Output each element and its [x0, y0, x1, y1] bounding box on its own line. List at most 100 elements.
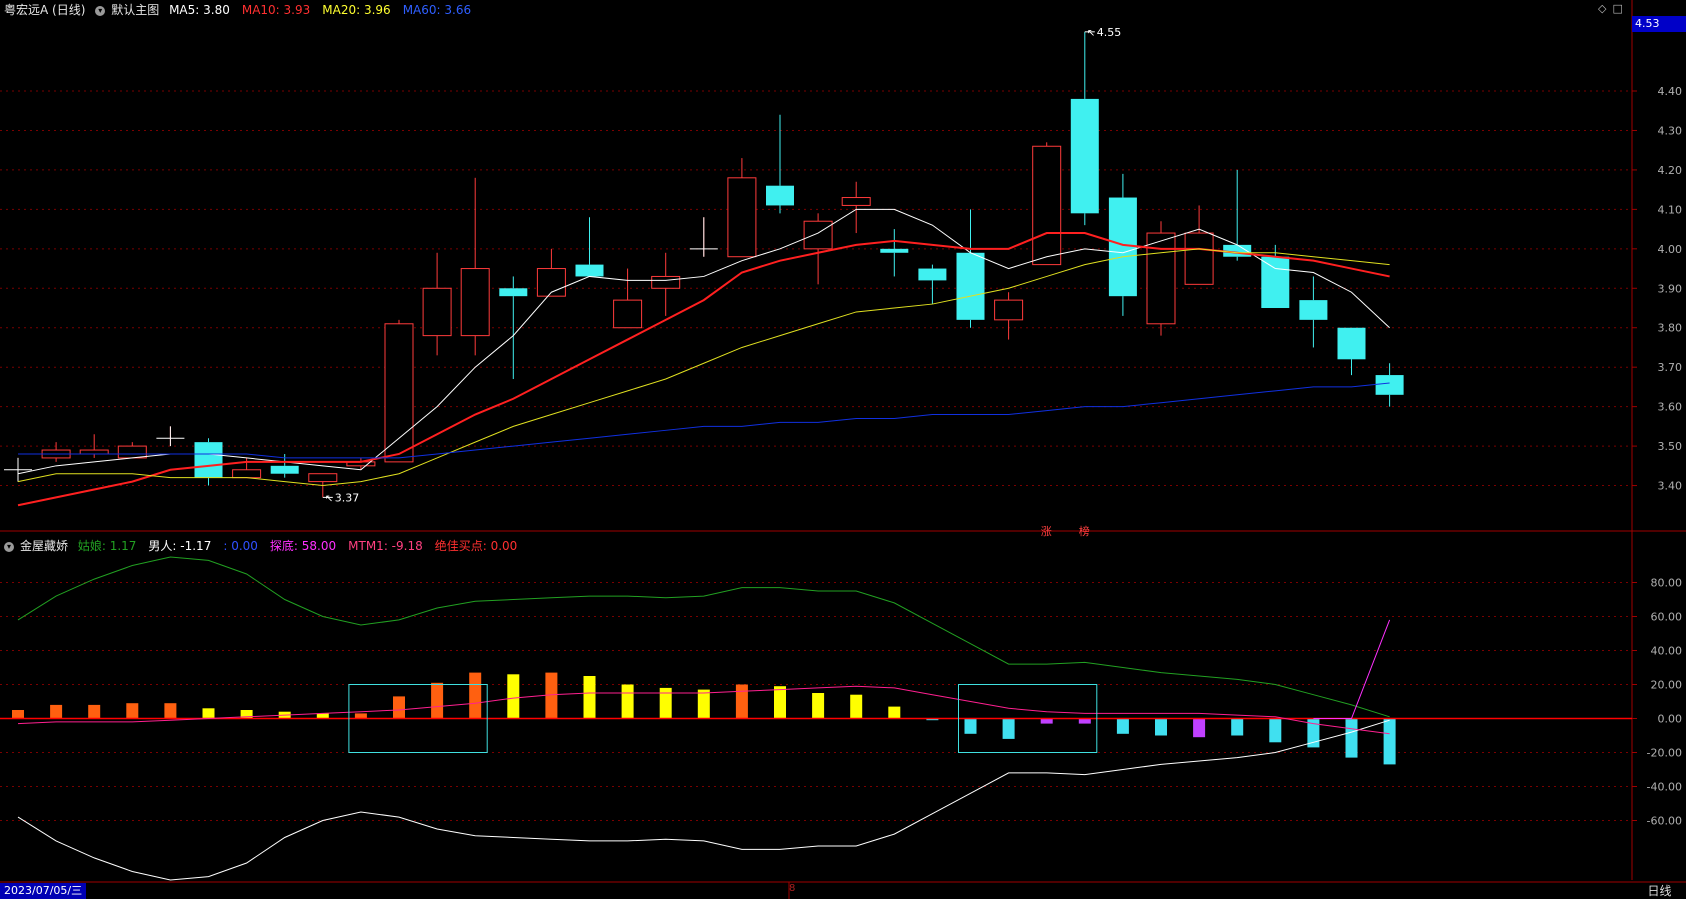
period-label[interactable]: 日线 [1647, 884, 1672, 898]
indicator-bar [12, 710, 24, 719]
ind-legend-item: MTM1: -9.18 [348, 539, 429, 553]
legend-label: MA60: [402, 3, 445, 17]
ind-legend-item: : 0.00 [223, 539, 264, 553]
legend-label: MA10: [241, 3, 284, 17]
highlight-box [958, 684, 1098, 753]
annotation-label: 3.37 [335, 491, 360, 504]
indicator-tick-label: 60.00 [1651, 611, 1683, 624]
candle [4, 457, 32, 482]
indicator-bar [545, 672, 558, 719]
candle-body [308, 473, 338, 483]
indicator-bar [964, 718, 977, 734]
diamond-icon[interactable]: ◇ [1598, 2, 1613, 15]
indicator-bar [126, 703, 139, 719]
price-tick-label: 4.00 [1658, 243, 1683, 256]
price-tick-label: 3.60 [1658, 401, 1683, 414]
indicator-bar [164, 703, 177, 719]
price-tick-label: 3.70 [1658, 361, 1683, 374]
indicator-bar [1116, 718, 1129, 734]
candle-body [1375, 375, 1404, 395]
candle [1261, 244, 1290, 309]
legend-value: -9.18 [391, 539, 423, 553]
legend-label: 男人: [148, 539, 181, 553]
candle-body [1223, 244, 1252, 257]
indicator-bar [354, 713, 367, 719]
square-icon[interactable]: □ [1612, 2, 1629, 15]
indicator-bar [316, 713, 329, 719]
main-chart-name[interactable]: 默认主图 [111, 3, 160, 17]
mid-tick: 8 [789, 883, 796, 894]
candle [689, 217, 718, 257]
indicator-bar [469, 672, 482, 719]
annotation-arrow: ↖ [1087, 28, 1095, 39]
indicator-bar [1231, 718, 1244, 736]
date-label: 2023/07/05/三 [0, 883, 87, 899]
candle [918, 264, 947, 305]
candle [270, 453, 299, 478]
candle-body [956, 252, 985, 320]
indicator-tick-label: 20.00 [1651, 679, 1683, 692]
indicator-bar [735, 684, 748, 719]
candle-body [1146, 232, 1176, 325]
indicator-line [17, 556, 1390, 718]
candle [1299, 276, 1328, 348]
chevron-down-icon[interactable]: ▾ [4, 541, 14, 552]
candle-body [651, 275, 681, 289]
legend-value: 0.00 [231, 539, 258, 553]
candle [384, 319, 414, 463]
stock-title[interactable]: 粤宏远A (日线) [4, 3, 86, 17]
indicator-bar [850, 694, 863, 719]
candle [422, 252, 452, 356]
candle [803, 213, 833, 285]
candle-body [384, 323, 414, 463]
annotation-label: 4.55 [1097, 26, 1122, 39]
highlight-box [348, 684, 488, 753]
candle-body [918, 268, 947, 281]
price-tick-label: 4.40 [1658, 85, 1683, 98]
candle-body [1261, 256, 1290, 309]
indicator-name[interactable]: 金屋藏娇 [20, 539, 69, 553]
legend-label: : [223, 539, 232, 553]
ma-legend: MA5: 3.80 MA10: 3.93 MA20: 3.96 MA60: 3.66 [169, 3, 483, 17]
candle-body [1032, 145, 1062, 266]
candle-body [575, 264, 604, 277]
candle [727, 158, 757, 258]
candle-body [460, 268, 490, 337]
candle [880, 229, 909, 277]
legend-value: 58.00 [301, 539, 337, 553]
chevron-down-icon[interactable]: ▾ [95, 5, 106, 16]
current-price-box: 4.53 [1632, 16, 1686, 32]
indicator-bar [88, 704, 101, 719]
ma-legend-item: MA20: 3.96 [322, 3, 396, 17]
indicator-line [17, 719, 1390, 881]
indicator-bar [888, 706, 901, 719]
price-tick-label: 3.80 [1658, 322, 1683, 335]
indicator-bar [697, 689, 710, 719]
ma-line-ma20 [17, 248, 1390, 487]
window-controls[interactable]: ◇□ [1598, 2, 1629, 15]
price-tick-label: 3.50 [1658, 440, 1683, 453]
limit-up-marker: 榜 [1078, 525, 1090, 538]
legend-value: -1.17 [180, 539, 212, 553]
candle [117, 442, 147, 459]
ma-legend-item: MA5: 3.80 [169, 3, 236, 17]
legend-value: 0.00 [490, 539, 518, 553]
candle-body [79, 449, 109, 455]
indicator-bar [774, 686, 786, 719]
candle [308, 473, 338, 498]
candle-body [270, 465, 299, 474]
candle-body [117, 445, 147, 459]
candle [1184, 205, 1214, 285]
indicator-bar [1193, 718, 1206, 738]
ma-legend-item: MA10: 3.93 [242, 3, 316, 17]
candle [499, 276, 528, 380]
candle [156, 426, 185, 447]
legend-label: MA5: [169, 3, 204, 17]
price-tick-label: 4.30 [1658, 124, 1683, 137]
candle [536, 248, 566, 297]
candle-body [1108, 197, 1137, 297]
candle [651, 252, 681, 316]
legend-label: 绝佳买点: [434, 539, 491, 553]
candle-body [803, 220, 833, 250]
